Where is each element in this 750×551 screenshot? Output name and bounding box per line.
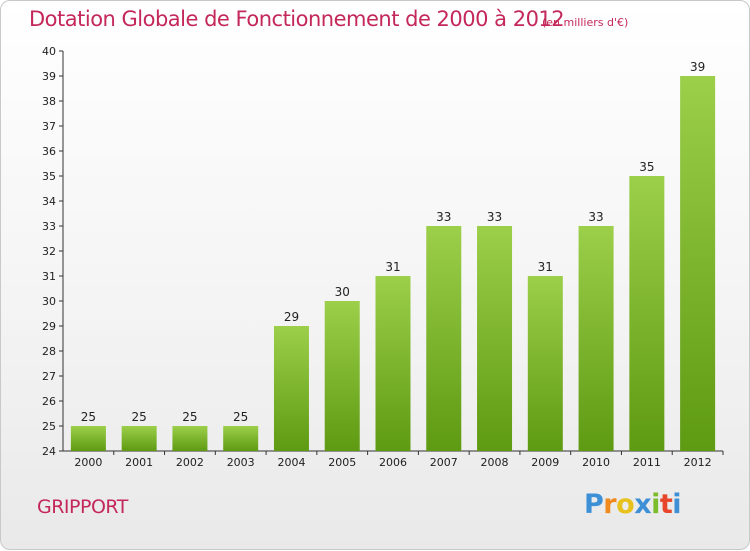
proxiti-logo: Proxiti: [584, 489, 682, 520]
x-tick-label: 2003: [227, 456, 255, 469]
y-tick-label: 39: [42, 70, 56, 83]
y-tick-label: 34: [42, 195, 56, 208]
y-tick-label: 36: [42, 145, 56, 158]
bar-value-label: 33: [588, 210, 603, 224]
bar-value-label: 31: [538, 260, 553, 274]
x-tick-label: 2010: [582, 456, 610, 469]
y-tick-label: 31: [42, 270, 56, 283]
y-tick-label: 38: [42, 95, 56, 108]
y-tick-label: 32: [42, 245, 56, 258]
x-tick-label: 2009: [531, 456, 559, 469]
logo-letter: i: [672, 489, 682, 520]
bar: [121, 426, 157, 451]
x-tick-label: 2012: [684, 456, 712, 469]
x-tick-label: 2002: [176, 456, 204, 469]
bar-value-label: 35: [639, 160, 654, 174]
bar: [375, 276, 411, 451]
bar-value-label: 29: [284, 310, 299, 324]
y-tick-label: 40: [42, 45, 56, 58]
y-tick-label: 27: [42, 370, 56, 383]
bar-value-label: 31: [385, 260, 400, 274]
bar: [680, 76, 716, 451]
y-tick-label: 33: [42, 220, 56, 233]
y-tick-label: 25: [42, 420, 56, 433]
bar: [527, 276, 563, 451]
y-tick-label: 26: [42, 395, 56, 408]
bar: [223, 426, 259, 451]
bar-value-label: 30: [335, 285, 350, 299]
y-tick-label: 30: [42, 295, 56, 308]
bar-value-label: 25: [81, 410, 96, 424]
x-tick-label: 2001: [125, 456, 153, 469]
y-tick-label: 28: [42, 345, 56, 358]
x-tick-label: 2011: [633, 456, 661, 469]
bar: [426, 226, 462, 451]
bar: [477, 226, 513, 451]
logo-letter: o: [616, 489, 635, 520]
bar: [629, 176, 665, 451]
bar: [324, 301, 360, 451]
logo-letter: r: [603, 489, 617, 520]
bar-value-label: 25: [233, 410, 248, 424]
logo-letter: P: [584, 489, 604, 520]
logo-letter: x: [634, 489, 652, 520]
bar-value-label: 25: [132, 410, 147, 424]
x-tick-label: 2005: [328, 456, 356, 469]
y-tick-label: 37: [42, 120, 56, 133]
bar: [172, 426, 208, 451]
chart-title: Dotation Globale de Fonctionnement de 20…: [29, 7, 565, 31]
bar-value-label: 39: [690, 60, 705, 74]
y-tick-label: 24: [42, 445, 56, 458]
bar-value-label: 25: [182, 410, 197, 424]
logo-letter: i: [651, 489, 660, 520]
bar: [70, 426, 106, 451]
y-tick-label: 35: [42, 170, 56, 183]
x-tick-label: 2004: [277, 456, 305, 469]
bar-value-label: 33: [436, 210, 451, 224]
x-tick-label: 2006: [379, 456, 407, 469]
y-tick-label: 29: [42, 320, 56, 333]
bar-value-label: 33: [487, 210, 502, 224]
bar: [273, 326, 309, 451]
bar: [578, 226, 614, 451]
x-tick-label: 2000: [74, 456, 102, 469]
x-tick-label: 2007: [430, 456, 458, 469]
x-tick-label: 2008: [481, 456, 509, 469]
commune-name: GRIPPORT: [37, 496, 128, 518]
unit-note: (en milliers d'€): [542, 16, 629, 29]
logo-letter: t: [659, 489, 673, 520]
